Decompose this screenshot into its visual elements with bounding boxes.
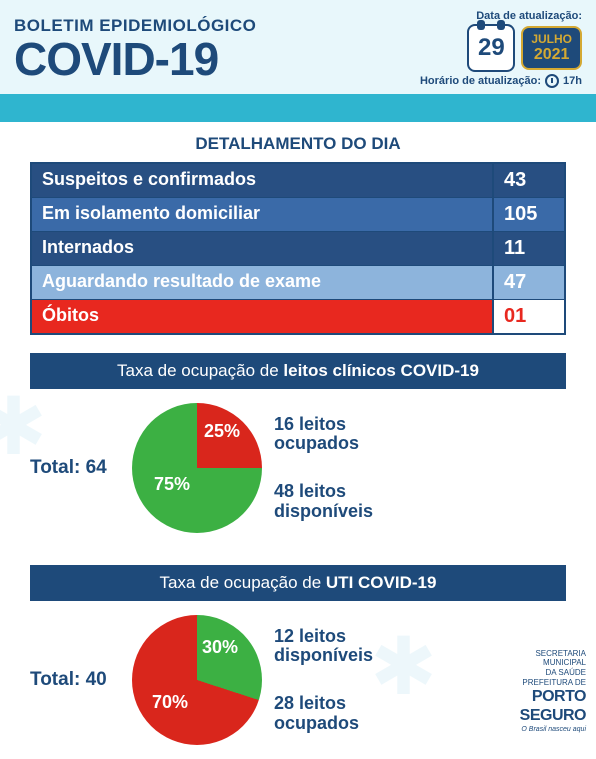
detail-table: Suspeitos e confirmados43Em isolamento d… xyxy=(30,162,566,335)
divider-bar xyxy=(0,94,596,122)
clock-icon xyxy=(545,74,559,88)
chart1-pct-available: 75% xyxy=(154,474,190,495)
update-time-label: Horário de atualização: xyxy=(420,75,541,87)
update-date-label: Data de atualização: xyxy=(476,10,582,22)
year-label: 2021 xyxy=(534,46,570,64)
header: BOLETIM EPIDEMIOLÓGICO COVID-19 Data de … xyxy=(0,0,596,94)
chart2-title-bold: UTI COVID-19 xyxy=(326,573,437,592)
table-row: Em isolamento domiciliar105 xyxy=(32,198,564,232)
chart1-total: Total: 64 xyxy=(30,457,120,479)
chart1-pct-occupied: 25% xyxy=(204,421,240,442)
chart1-title-bold: leitos clínicos COVID-19 xyxy=(283,361,479,380)
chart1-pie: 25% 75% xyxy=(132,403,262,533)
chart1-title-pre: Taxa de ocupação de xyxy=(117,361,283,380)
chart1-occupied-legend: 16 leitosocupados xyxy=(274,415,373,455)
chart2-occupied-legend: 28 leitosocupados xyxy=(274,694,373,734)
chart2-total: Total: 40 xyxy=(30,669,120,691)
calendar-day: 29 xyxy=(478,34,505,62)
month-year-box: JULHO 2021 xyxy=(521,26,582,70)
footer-logo: SECRETARIA MUNICIPAL DA SAÚDE PREFEITURA… xyxy=(520,649,586,734)
chart1-title: Taxa de ocupação de leitos clínicos COVI… xyxy=(30,353,566,389)
detail-title: DETALHAMENTO DO DIA xyxy=(0,122,596,162)
table-row: Suspeitos e confirmados43 xyxy=(32,164,564,198)
chart2-title-pre: Taxa de ocupação de xyxy=(160,573,326,592)
month-label: JULHO xyxy=(531,32,572,46)
chart2-pct-occupied: 70% xyxy=(152,692,188,713)
table-row: Internados11 xyxy=(32,232,564,266)
chart1-area: Total: 64 25% 75% 16 leitosocupados 48 l… xyxy=(0,389,596,547)
calendar-icon: 29 xyxy=(467,24,515,72)
table-row: Aguardando resultado de exame47 xyxy=(32,266,564,300)
chart2-available-legend: 12 leitosdisponíveis xyxy=(274,627,373,667)
chart2-pct-available: 30% xyxy=(202,637,238,658)
covid-title: COVID-19 xyxy=(14,36,420,82)
chart2-pie: 70% 30% xyxy=(132,615,262,745)
chart1-available-legend: 48 leitosdisponíveis xyxy=(274,482,373,522)
table-row: Óbitos01 xyxy=(32,300,564,333)
chart2-title: Taxa de ocupação de UTI COVID-19 xyxy=(30,565,566,601)
chart2-area: Total: 40 70% 30% 12 leitosdisponíveis 2… xyxy=(0,601,596,759)
update-time: 17h xyxy=(563,75,582,87)
